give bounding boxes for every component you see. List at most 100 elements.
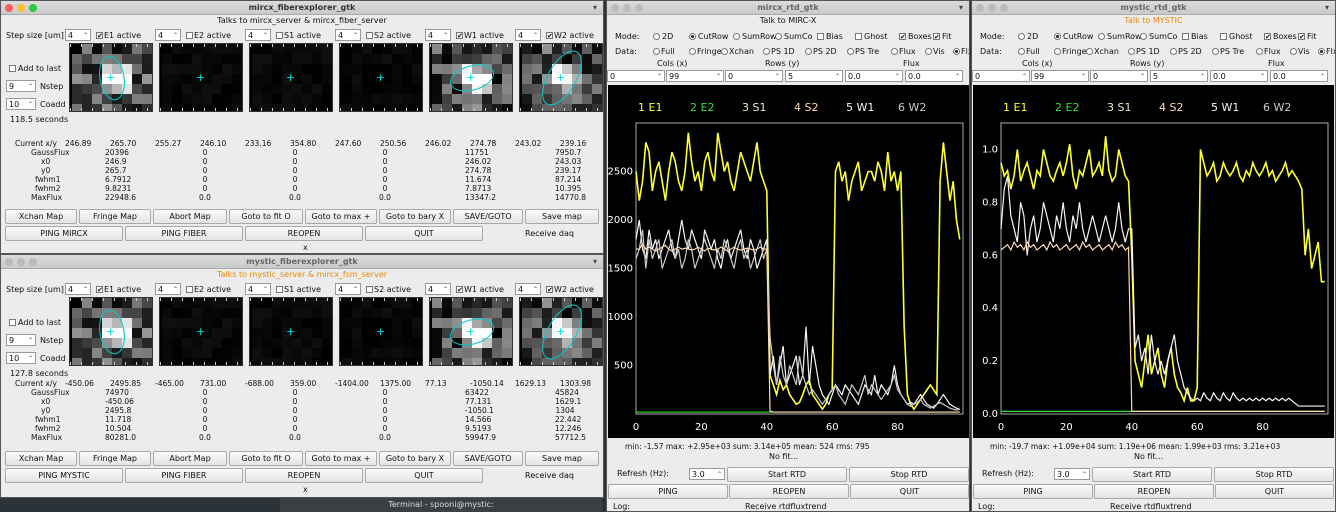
data-radio[interactable]: [763, 48, 770, 55]
goto-bary-button[interactable]: Goto to bary X: [379, 209, 451, 224]
close-icon[interactable]: [5, 258, 13, 266]
close-icon[interactable]: [976, 4, 984, 12]
goto-max-button[interactable]: Goto to max +: [305, 209, 377, 224]
data-radio[interactable]: [1318, 48, 1325, 55]
range-spinner[interactable]: 0.0 ⌃: [845, 70, 903, 82]
spin-arrows-icon[interactable]: ⌃: [262, 31, 268, 39]
spin-arrows-icon[interactable]: ⌃: [1139, 72, 1145, 80]
step-spinner[interactable]: 4 ⌃: [65, 29, 91, 41]
abort-map-button[interactable]: Abort Map: [153, 451, 227, 466]
mode-checkbox[interactable]: [1220, 33, 1227, 40]
spin-arrows-icon[interactable]: ⌃: [1021, 72, 1027, 80]
goto-fit-button[interactable]: Goto to fit O: [229, 209, 303, 224]
goto-bary-button[interactable]: Goto to bary X: [379, 451, 451, 466]
data-radio[interactable]: [721, 48, 728, 55]
mode-checkbox[interactable]: ✔: [1264, 33, 1271, 41]
spin-arrows-icon[interactable]: ⌃: [656, 72, 662, 80]
add-to-last-checkbox[interactable]: [9, 65, 16, 72]
data-radio[interactable]: [1256, 48, 1263, 55]
mode-radio[interactable]: [653, 33, 660, 40]
step-spinner[interactable]: 4 ⌃: [245, 283, 271, 295]
beam-active-checkbox[interactable]: [366, 32, 373, 39]
mode-radio[interactable]: [1098, 33, 1105, 40]
data-radio[interactable]: [1018, 48, 1025, 55]
spin-arrows-icon[interactable]: ⌃: [27, 336, 33, 344]
step-spinner[interactable]: 4 ⌃: [155, 283, 181, 295]
beam-active-checkbox[interactable]: ✔: [546, 32, 553, 40]
beam-active-checkbox[interactable]: [276, 286, 283, 293]
spin-arrows-icon[interactable]: ⌃: [82, 31, 88, 39]
close-icon[interactable]: [5, 4, 13, 12]
add-to-last-checkbox[interactable]: [9, 319, 16, 326]
spin-arrows-icon[interactable]: ⌃: [1199, 72, 1205, 80]
spin-arrows-icon[interactable]: ⌃: [27, 100, 33, 108]
coadd-spinner[interactable]: 10 ⌃: [6, 352, 36, 364]
refresh-spinner[interactable]: 3.0 ⌃: [1054, 468, 1090, 480]
ping-button[interactable]: PING: [973, 484, 1093, 499]
step-spinner[interactable]: 4 ⌃: [425, 283, 451, 295]
beam-active-checkbox[interactable]: ✔: [96, 32, 103, 40]
spin-arrows-icon[interactable]: ⌃: [262, 285, 268, 293]
window-titlebar[interactable]: mystic_rtd_gtk ▾: [972, 1, 1335, 15]
close-icon[interactable]: [611, 4, 619, 12]
beam-active-checkbox[interactable]: [276, 32, 283, 39]
data-radio[interactable]: [1170, 48, 1177, 55]
ping-server-button[interactable]: PING MIRCX: [5, 226, 123, 241]
data-radio[interactable]: [1054, 48, 1061, 55]
range-spinner[interactable]: 5 ⌃: [1150, 70, 1208, 82]
window-titlebar[interactable]: mircx_fiberexplorer_gtk ▾: [1, 1, 603, 15]
beam-active-checkbox[interactable]: ✔: [546, 286, 553, 294]
range-spinner[interactable]: 99 ⌃: [1031, 70, 1089, 82]
spin-arrows-icon[interactable]: ⌃: [442, 285, 448, 293]
minimize-icon[interactable]: [623, 4, 631, 12]
terminal-titlebar[interactable]: Terminal - spooni@mystic:: [280, 497, 602, 512]
ping-button[interactable]: PING: [608, 484, 728, 499]
spin-arrows-icon[interactable]: ⌃: [442, 31, 448, 39]
start-rtd-button[interactable]: Start RTD: [727, 467, 847, 482]
minimize-icon[interactable]: [988, 4, 996, 12]
minimize-icon[interactable]: [17, 258, 25, 266]
range-spinner[interactable]: 0 ⌃: [1090, 70, 1148, 82]
maximize-icon[interactable]: [1000, 4, 1008, 12]
quit-button[interactable]: QUIT: [850, 484, 969, 499]
step-spinner[interactable]: 4 ⌃: [155, 29, 181, 41]
quit-button[interactable]: QUIT: [365, 468, 483, 483]
goto-max-button[interactable]: Goto to max +: [305, 451, 377, 466]
window-titlebar[interactable]: mircx_rtd_gtk ▾: [607, 1, 969, 15]
data-radio[interactable]: [689, 48, 696, 55]
spin-arrows-icon[interactable]: ⌃: [834, 72, 840, 80]
nstep-spinner[interactable]: 9 ⌃: [6, 334, 36, 346]
nstep-spinner[interactable]: 9 ⌃: [6, 80, 36, 92]
mode-radio[interactable]: [733, 33, 740, 40]
range-spinner[interactable]: 0.0 ⌃: [1270, 70, 1328, 82]
window-menu-icon[interactable]: ▾: [1324, 3, 1329, 12]
spin-arrows-icon[interactable]: ⌃: [352, 31, 358, 39]
step-spinner[interactable]: 4 ⌃: [245, 29, 271, 41]
spin-arrows-icon[interactable]: ⌃: [715, 72, 721, 80]
range-spinner[interactable]: 5 ⌃: [785, 70, 843, 82]
window-menu-icon[interactable]: ▾: [592, 257, 597, 266]
spin-arrows-icon[interactable]: ⌃: [532, 31, 538, 39]
spin-arrows-icon[interactable]: ⌃: [172, 31, 178, 39]
mode-checkbox[interactable]: ✔: [899, 33, 906, 41]
coadd-spinner[interactable]: 10 ⌃: [6, 98, 36, 110]
spin-arrows-icon[interactable]: ⌃: [1259, 72, 1265, 80]
xchan-map-button[interactable]: Xchan Map: [5, 451, 77, 466]
save-map-button[interactable]: Save map: [525, 451, 599, 466]
range-spinner[interactable]: 0 ⌃: [607, 70, 665, 82]
abort-map-button[interactable]: Abort Map: [153, 209, 227, 224]
data-radio[interactable]: [1290, 48, 1297, 55]
maximize-icon[interactable]: [29, 4, 37, 12]
mode-checkbox[interactable]: [1182, 33, 1189, 40]
mode-radio[interactable]: [1054, 33, 1061, 40]
data-radio[interactable]: [805, 48, 812, 55]
range-spinner[interactable]: 0 ⌃: [725, 70, 783, 82]
step-spinner[interactable]: 4 ⌃: [335, 283, 361, 295]
range-spinner[interactable]: 99 ⌃: [666, 70, 724, 82]
beam-active-checkbox[interactable]: [186, 286, 193, 293]
mode-radio[interactable]: [689, 33, 696, 40]
save-goto-select[interactable]: SAVE/GOTO: [453, 451, 523, 466]
goto-fit-button[interactable]: Goto to fit O: [229, 451, 303, 466]
range-spinner[interactable]: 0 ⌃: [972, 70, 1030, 82]
quit-button[interactable]: QUIT: [1215, 484, 1334, 499]
